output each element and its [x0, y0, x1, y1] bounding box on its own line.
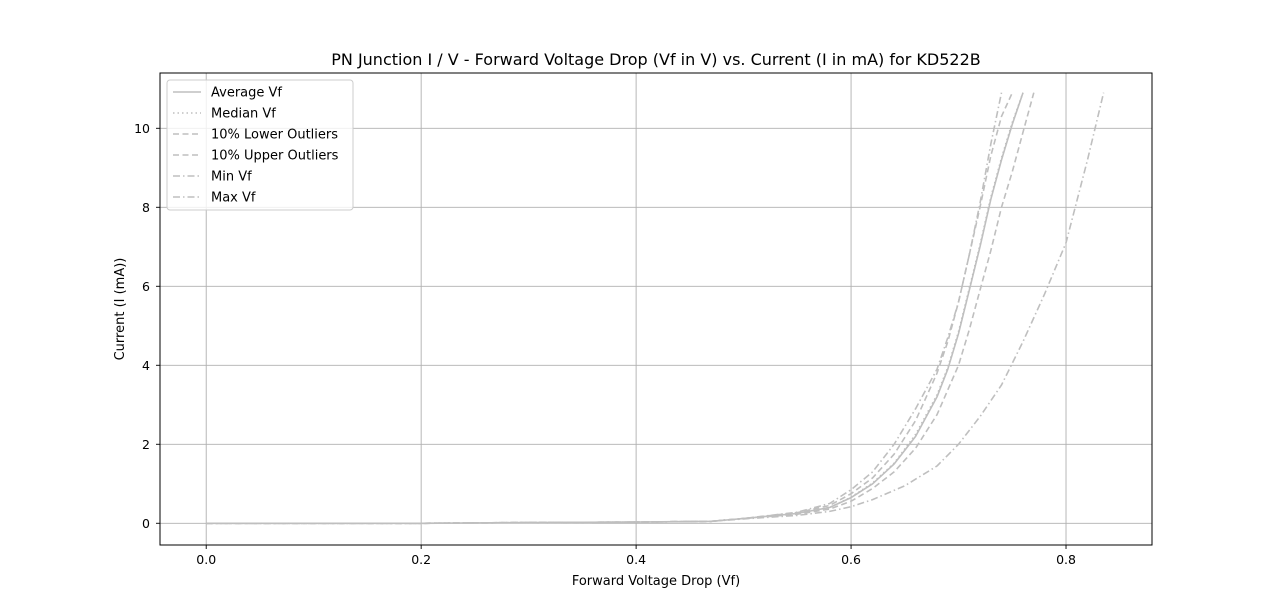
- legend-label-4: 10% Upper Outliers: [211, 149, 339, 164]
- x-tick-label: 0.4: [626, 552, 646, 567]
- y-tick-label: 6: [142, 279, 150, 294]
- y-tick-label: 8: [142, 200, 150, 215]
- series-line-3: [206, 92, 1014, 525]
- legend-label-1: Average Vf: [211, 86, 282, 101]
- legend-label-2: Median Vf: [211, 107, 276, 122]
- series-line-2: [206, 92, 1024, 525]
- legend: Average Vf Median Vf 10% Lower Outliers 10%…: [166, 79, 354, 211]
- legend-label-5: Min Vf: [211, 170, 252, 185]
- x-tick-label: 0.8: [1056, 552, 1076, 567]
- legend-label-3: 10% Lower Outliers: [211, 128, 338, 143]
- chart-title: PN Junction I / V - Forward Voltage Drop…: [331, 50, 981, 69]
- series-line-4: [206, 92, 1035, 525]
- legend-label-6: Max Vf: [211, 191, 256, 206]
- legend-box: [166, 79, 354, 211]
- x-tick-label: 0.2: [411, 552, 431, 567]
- ticks: 0.0 0.2 0.4 0.6 0.8 0 2 4 6 8 10: [134, 121, 1076, 567]
- series-line-6: [206, 92, 1105, 525]
- x-axis-label: Forward Voltage Drop (Vf): [572, 574, 740, 589]
- y-tick-label: 4: [142, 358, 150, 373]
- y-axis-label: Current (I (mA)): [113, 258, 128, 361]
- y-tick-label: 2: [142, 437, 150, 452]
- series-layer: [206, 92, 1105, 525]
- y-tick-label: 10: [134, 121, 150, 136]
- x-tick-label: 0.0: [196, 552, 216, 567]
- grid: [160, 73, 1152, 545]
- y-tick-label: 0: [142, 516, 150, 531]
- plot-frame: [159, 72, 1153, 546]
- x-tick-label: 0.6: [841, 552, 861, 567]
